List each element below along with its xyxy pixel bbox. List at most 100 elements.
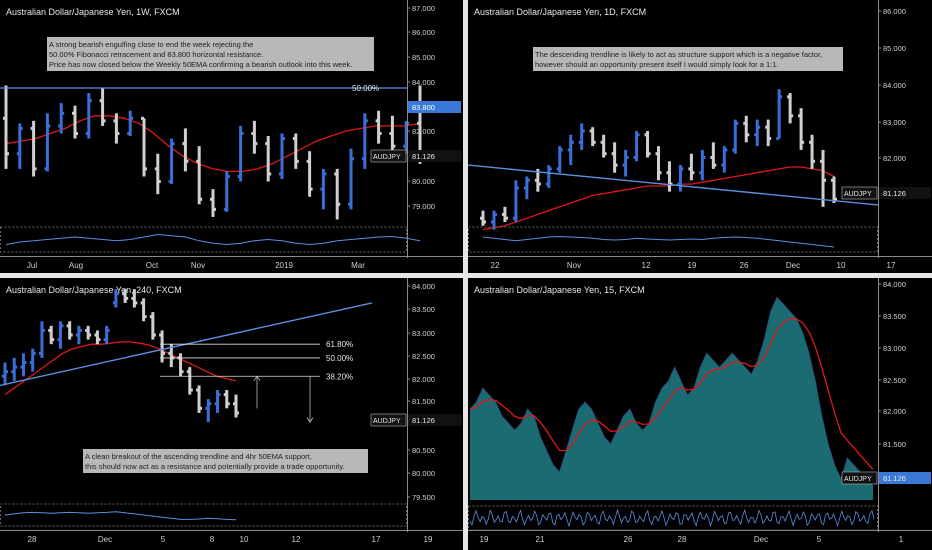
ohlc-bar [633,130,640,162]
ohlc-bar [182,128,189,172]
time-tick-label: 12 [292,535,301,544]
price-tag [408,414,462,426]
price-tick-label: 86.000 [883,7,906,16]
ohlc-bar [99,87,106,126]
price-tick-label: 81.126 [412,152,435,161]
fib-level-label: 50.00% [326,354,353,363]
time-tick-label: 26 [624,535,633,544]
ohlc-bar [140,298,147,322]
ohlc-bar [699,149,706,181]
price-tick-label: 83.000 [412,329,435,338]
price-tick-label: 83.800 [412,103,435,112]
time-tick-label: 2019 [275,261,293,270]
time-tick-label: 28 [678,535,687,544]
price-tick-label: 81.126 [883,189,906,198]
ohlc-bar [721,146,728,173]
ohlc-bar [732,119,739,154]
symbol-label: AUDJPY [373,418,401,425]
ema-50-line [5,115,421,173]
ema-50-line [482,166,835,231]
m15-chart-panel[interactable]: Australian Dollar/Japanese Yen, 15, FXCM… [468,278,932,550]
ohlc-bar [361,113,368,169]
oscillator-line [469,508,875,528]
price-tick-label: 82.500 [412,352,435,361]
ohlc-bar [237,125,244,182]
ohlc-bar [611,142,618,173]
ohlc-bar [334,168,341,220]
h4-chart-panel[interactable]: 61.80% 50.00% 38.20% A clean breakout of th… [0,278,463,550]
ohlc-bar [512,180,519,222]
ohlc-bar [75,325,82,345]
time-tick-label: Nov [191,261,205,270]
time-tick-label: 17 [887,261,896,270]
time-tick-label: 5 [817,535,822,544]
annotation-text: 50.00% Fibonacci retracement and 83.800 … [49,50,263,59]
annotation-text: The descending trendline is likely to ac… [535,50,822,59]
ohlc-bar [600,134,607,158]
ohlc-bar [196,385,203,413]
time-tick-label: 19 [688,261,697,270]
ohlc-bar [655,146,662,181]
price-tick-label: 84.000 [883,81,906,90]
ohlc-bar [787,93,794,124]
ohlc-bar [375,110,382,144]
price-tick-label: 84.000 [883,280,906,289]
weekly-chart-panel[interactable]: 50.00% A strong bearish engulfing close t… [0,0,463,273]
ohlc-bar [159,330,166,363]
ohlc-bar [480,210,486,226]
oscillator-pane [0,226,407,253]
price-tick-label: 82.000 [412,375,435,384]
ohlc-bar [177,353,184,377]
symbol-label: AUDJPY [844,476,872,483]
price-tick-label: 83.500 [412,305,435,314]
ohlc-bar [644,130,651,158]
ohlc-bar [688,153,695,181]
ohlc-bar [348,148,354,210]
ohlc-bar [534,168,541,192]
time-tick-label: 12 [642,261,651,270]
chart-title: Australian Dollar/Japanese Yen, 240, FXC… [6,285,182,295]
price-tick-label: 80.000 [412,469,435,478]
daily-chart-panel[interactable]: The descending trendline is likely to ac… [468,0,932,273]
oscillator-pane [0,503,407,527]
ohlc-bar [389,115,396,152]
price-tick-label: 81.500 [883,440,906,449]
symbol-tag [841,471,878,485]
ohlc-bar [798,108,805,150]
ohlc-bar [490,210,497,230]
symbol-tag [370,149,407,163]
ohlc-bar [11,357,18,381]
time-tick-label: 10 [240,535,249,544]
symbol-tag [841,186,878,200]
time-tick-label: Mar [351,261,365,270]
ohlc-bar [85,93,92,139]
ohlc-bar [251,120,258,154]
price-area [470,297,873,500]
chart-title: Australian Dollar/Japanese Yen, 1W, FXCM [6,7,180,17]
price-tick-label: 82.000 [883,407,906,416]
time-tick-label: 19 [424,535,433,544]
ohlc-bar [523,176,530,200]
ohlc-bar [149,312,156,340]
ohlc-bar [66,321,73,340]
ohlc-bar [743,115,750,143]
ohlc-bar [38,321,45,358]
time-tick-label: Nov [567,261,581,270]
ohlc-bar [279,133,285,180]
time-tick-label: Oct [146,261,159,270]
time-tick-label: 22 [491,261,500,270]
ohlc-bar [72,105,78,139]
time-tick-label: Jul [27,261,37,270]
oscillator-line [5,233,421,246]
ema-50-line [4,341,237,396]
time-tick-label: Dec [98,535,112,544]
ohlc-bar [233,394,239,418]
price-tick-label: 84.000 [412,282,435,291]
annotation-text: A clean breakout of the ascending trendl… [85,452,312,461]
ohlc-bar [44,113,51,172]
price-tick-label: 84.000 [412,78,435,87]
ohlc-bar [196,146,203,205]
ohlc-bar [48,325,55,345]
price-tag [879,187,931,199]
ohlc-bar [223,171,230,212]
